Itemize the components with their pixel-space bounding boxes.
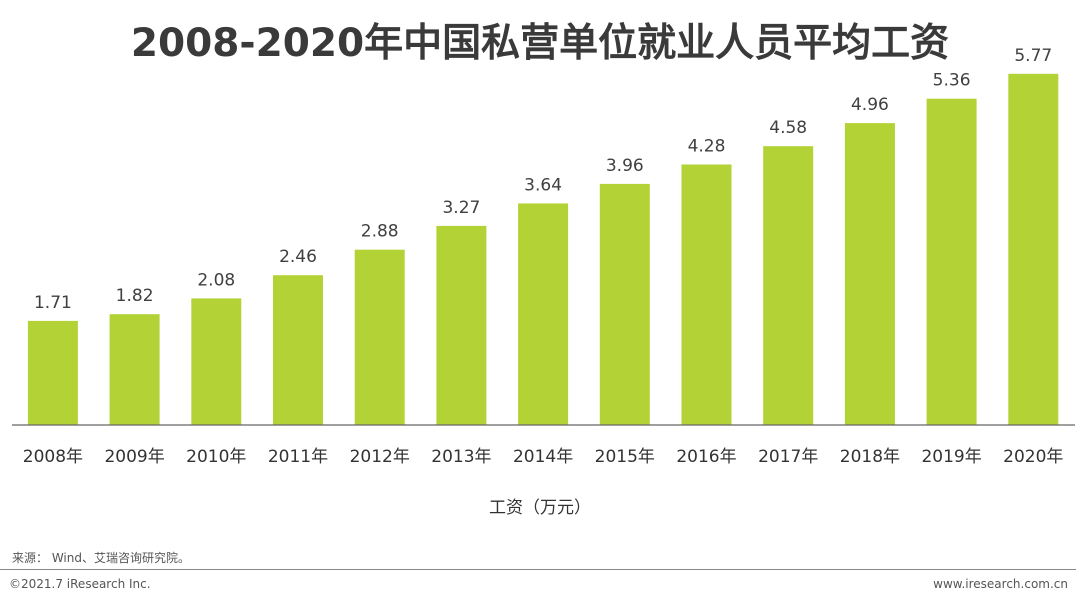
value-label-2020年: 5.77 xyxy=(1014,46,1052,66)
tick-label-2017年: 2017年 xyxy=(758,447,818,467)
x-axis-label: 工资（万元） xyxy=(489,498,591,518)
bar-2012年 xyxy=(354,249,405,425)
bar-2009年 xyxy=(109,314,160,425)
tick-label-2018年: 2018年 xyxy=(840,447,900,467)
source-note: 来源： Wind、艾瑞咨询研究院。 xyxy=(12,551,190,565)
value-label-2012年: 2.88 xyxy=(361,222,399,242)
bar-2014年 xyxy=(518,203,569,425)
bar-2017年 xyxy=(763,146,814,425)
tick-label-2016年: 2016年 xyxy=(676,447,736,467)
value-label-2011年: 2.46 xyxy=(279,247,317,267)
value-label-2014年: 3.64 xyxy=(524,175,562,195)
chart-title: 2008-2020年中国私营单位就业人员平均工资 xyxy=(130,21,950,66)
bar-2020年 xyxy=(1008,73,1059,426)
value-label-2018年: 4.96 xyxy=(851,95,889,115)
value-label-2008年: 1.71 xyxy=(34,293,72,313)
tick-label-2019年: 2019年 xyxy=(921,447,981,467)
tick-label-2008年: 2008年 xyxy=(23,447,83,467)
tick-label-2010年: 2010年 xyxy=(186,447,246,467)
copyright-text: ©2021.7 iResearch Inc. xyxy=(9,577,151,591)
bar-2016年 xyxy=(681,164,732,425)
tick-label-2009年: 2009年 xyxy=(104,447,164,467)
bar-2011年 xyxy=(273,275,323,425)
tick-label-2020年: 2020年 xyxy=(1003,447,1063,467)
footer-divider xyxy=(0,569,1076,570)
bar-2015年 xyxy=(599,183,650,425)
bar-2010年 xyxy=(191,298,242,425)
value-label-2017年: 4.58 xyxy=(769,118,807,138)
tick-label-2015年: 2015年 xyxy=(595,447,655,467)
bar-2018年 xyxy=(844,123,895,425)
tick-label-2011年: 2011年 xyxy=(268,447,328,467)
bar-2013年 xyxy=(436,225,487,425)
bar-2008年 xyxy=(27,320,78,425)
value-label-2010年: 2.08 xyxy=(197,270,235,290)
tick-label-2014年: 2014年 xyxy=(513,447,573,467)
tick-label-2013年: 2013年 xyxy=(431,447,491,467)
value-label-2016年: 4.28 xyxy=(688,137,726,157)
value-label-2019年: 5.36 xyxy=(933,71,971,91)
value-label-2009年: 1.82 xyxy=(116,286,154,306)
tick-label-2012年: 2012年 xyxy=(350,447,410,467)
value-label-2013年: 3.27 xyxy=(442,198,480,218)
bar-2019年 xyxy=(926,98,977,425)
website-link[interactable]: www.iresearch.com.cn xyxy=(933,577,1068,591)
value-label-2015年: 3.96 xyxy=(606,156,644,176)
